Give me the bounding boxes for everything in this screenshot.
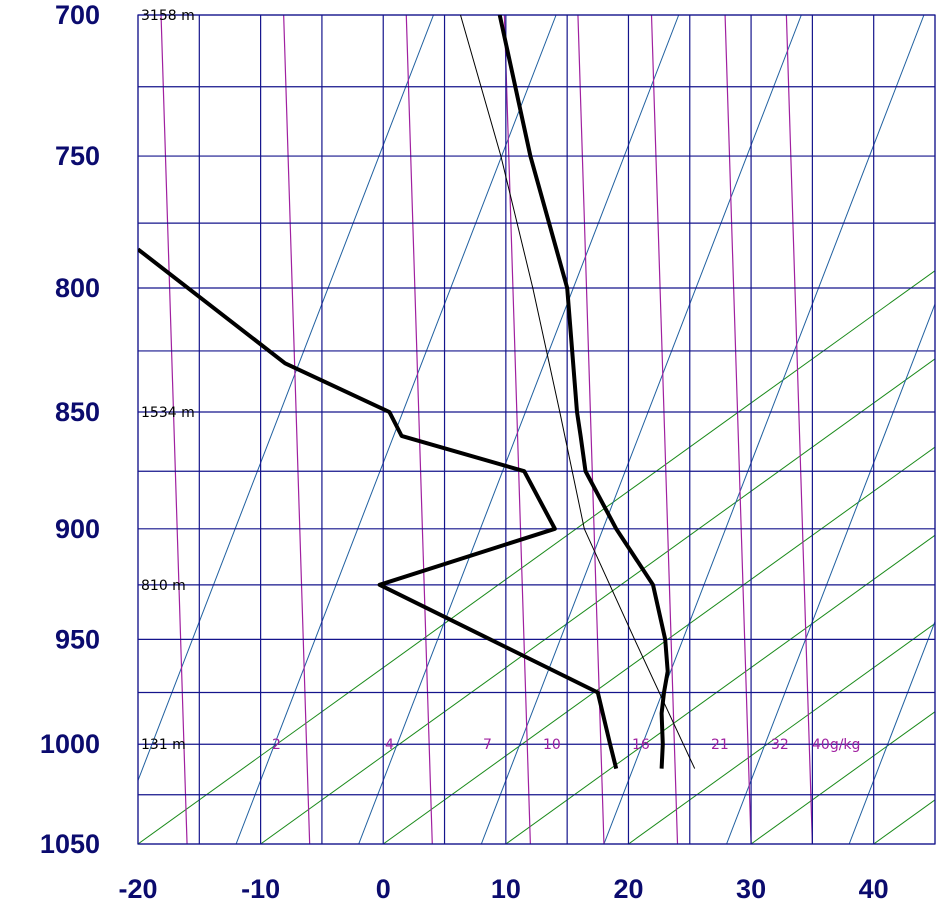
moist-adiabat-2 [358,15,680,844]
dry-adiabat-6 [873,799,935,844]
pressure-tick-label: 1000 [40,729,100,759]
moist-adiabat-3 [480,15,802,844]
mixing-ratio-line-4 [577,15,605,844]
mixing-ratio-label: 32 [771,737,789,753]
temperature-tick-label: -20 [118,874,157,904]
dry-adiabat-4 [628,622,935,844]
height-label: 1534 m [141,405,195,421]
temperature-tick-label: 30 [736,874,766,904]
temperature-axis: -20 -10 0 10 20 30 40 [118,874,888,904]
mixing-ratio-line-5 [650,15,679,844]
dry-adiabat-1 [260,358,935,844]
pressure-tick-label: 700 [55,0,100,30]
dry-adiabat-3 [505,534,935,844]
dry-adiabat-5 [750,711,935,844]
temperature-tick-label: 20 [613,874,643,904]
temperature-tick-label: -10 [241,874,280,904]
mixing-ratio-label: 4 [385,737,394,753]
mixing-ratio-line-6 [724,15,752,844]
height-label: 3158 m [141,8,195,24]
mixing-ratio-label: 16 [632,737,650,753]
moist-adiabat-5 [726,302,935,844]
mixing-ratio-line-7 [785,15,813,844]
height-label: 810 m [141,578,186,594]
sounding-series [138,15,696,770]
mixing-ratio-label: 40g/kg [812,737,860,753]
mixing-ratio-line-2 [405,15,433,844]
dry-adiabat-2 [382,446,935,844]
mixing-ratio-label: 10 [543,737,561,753]
pressure-axis: 700 750 800 850 900 950 1000 1050 [40,0,100,859]
moist-adiabat-4 [603,15,925,844]
pressure-tick-label: 900 [55,514,100,544]
plot-frame [137,14,936,845]
mixing-ratio-line-1 [283,15,311,844]
mixing-ratio-line-0 [160,15,188,844]
dewpoint-line [138,247,619,770]
dry-adiabat-0 [138,270,935,844]
pressure-tick-label: 800 [55,273,100,303]
mixing-ratio-line-3 [503,15,531,844]
moist-adiabat-0 [138,15,434,782]
height-label: 131 m [141,737,186,753]
mixing-ratio-label: 21 [711,737,729,753]
pressure-tick-label: 950 [55,624,100,654]
plot-grid [137,14,936,845]
temperature-tick-label: 10 [491,874,521,904]
pressure-tick-label: 750 [55,141,100,171]
pressure-tick-label: 1050 [40,829,100,859]
temperature-tick-label: 0 [376,874,391,904]
temperature-tick-label: 40 [859,874,889,904]
parcel-line [460,15,696,769]
moist-adiabat-6 [848,620,935,844]
temperature-line [497,15,670,769]
pressure-tick-label: 850 [55,397,100,427]
mixing-ratio-label: 2 [272,737,281,753]
in-plot-labels: 3158 m 1534 m 810 m 131 m 2 4 7 10 16 21 32 40g/kg [141,8,860,753]
mixing-ratio-label: 7 [483,737,492,753]
